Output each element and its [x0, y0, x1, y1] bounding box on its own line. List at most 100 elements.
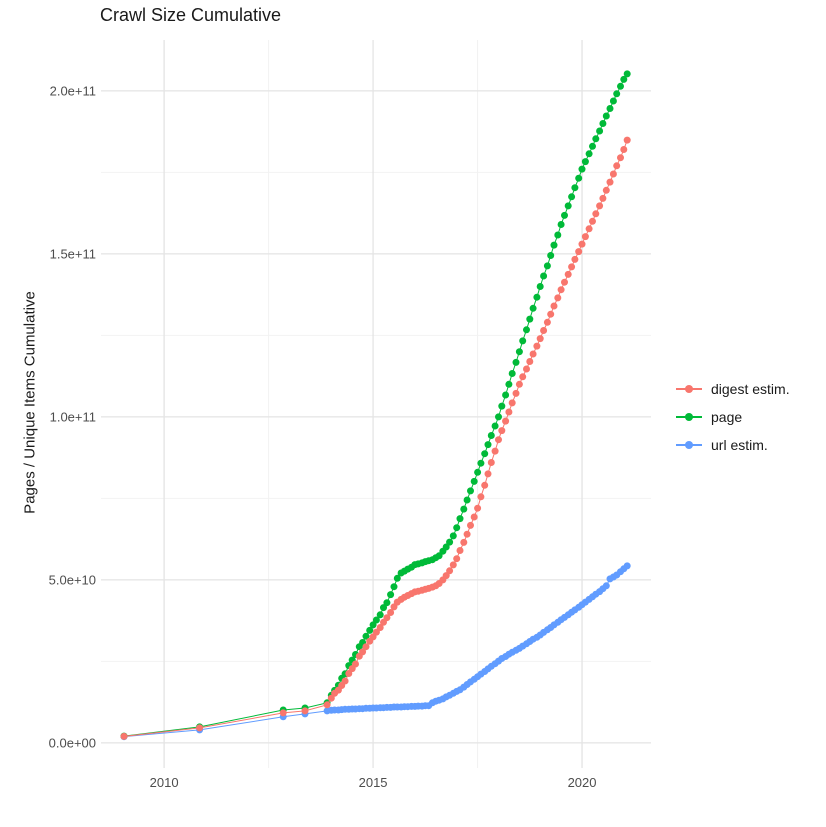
data-point-digest-estim: [585, 225, 593, 233]
data-point-digest-estim: [383, 614, 391, 622]
data-point-digest-estim: [526, 358, 534, 365]
data-point-digest-estim: [571, 255, 579, 263]
data-point-page: [495, 413, 502, 421]
legend-item-url-estim[interactable]: url estim.: [676, 436, 790, 453]
data-point-page: [387, 591, 395, 599]
data-point-page: [519, 337, 527, 345]
legend-label: digest estim.: [711, 380, 790, 397]
data-point-page: [366, 626, 374, 634]
data-point-digest-estim: [592, 210, 600, 218]
data-point-page: [512, 358, 520, 366]
data-point-page: [393, 574, 401, 582]
data-point-page: [540, 272, 548, 280]
y-axis-tick-label: 1.0e+11: [50, 409, 96, 424]
data-point-digest-estim: [345, 670, 353, 677]
data-point-digest-estim: [449, 561, 457, 569]
data-point-digest-estim: [359, 648, 367, 656]
data-point-digest-estim: [477, 493, 485, 501]
data-point-page: [463, 496, 471, 504]
legend-item-digest-estim[interactable]: digest estim.: [676, 380, 790, 397]
data-point-page: [481, 450, 489, 458]
data-point-digest-estim: [596, 202, 604, 210]
data-point-digest-estim: [578, 240, 586, 248]
data-point-page: [523, 326, 530, 334]
data-point-page: [372, 616, 380, 624]
data-point-digest-estim: [487, 459, 495, 466]
data-point-digest-estim: [589, 217, 596, 225]
data-point-page: [581, 158, 589, 166]
data-point-page: [484, 441, 492, 449]
data-point-page: [617, 82, 624, 90]
chart-title: Crawl Size Cumulative: [100, 5, 282, 25]
legend-key-page-icon: [676, 408, 702, 425]
data-point-digest-estim: [536, 335, 544, 343]
data-point-digest-estim: [498, 427, 506, 435]
data-point-digest-estim: [495, 436, 502, 444]
data-point-digest-estim: [613, 162, 621, 170]
data-point-digest-estim: [533, 342, 541, 350]
data-point-digest-estim: [502, 417, 510, 425]
data-point-page: [550, 241, 558, 249]
data-point-page: [599, 120, 607, 127]
data-point-digest-estim: [606, 178, 614, 186]
data-point-page: [533, 293, 541, 301]
y-axis-tick-label: 2.0e+11: [50, 83, 96, 98]
x-axis-tick-label: 2010: [150, 775, 179, 790]
data-point-digest-estim: [323, 701, 331, 709]
data-point-digest-estim: [512, 389, 520, 397]
y-axis-title: Pages / Unique Items Cumulative: [21, 291, 39, 514]
legend-item-page[interactable]: page: [676, 408, 790, 425]
data-point-digest-estim: [554, 294, 562, 302]
data-point-digest-estim: [564, 270, 572, 278]
data-point-url-estim: [602, 582, 610, 590]
y-axis-tick-label: 5.0e+10: [49, 572, 96, 587]
data-point-page: [568, 193, 576, 201]
data-point-digest-estim: [602, 186, 610, 194]
data-point-page: [362, 632, 370, 640]
data-point-page: [529, 304, 537, 312]
data-point-digest-estim: [341, 677, 349, 685]
data-point-digest-estim: [362, 643, 370, 651]
data-point-digest-estim: [301, 707, 309, 715]
data-point-page: [508, 370, 516, 377]
data-point-digest-estim: [557, 286, 565, 294]
data-point-digest-estim: [470, 513, 478, 521]
data-point-digest-estim: [467, 521, 474, 529]
data-point-page: [585, 150, 593, 158]
data-point-page: [557, 221, 565, 228]
data-point-page: [460, 505, 468, 513]
data-point-page: [487, 432, 495, 439]
data-point-page: [502, 391, 510, 399]
data-point-page: [515, 348, 523, 356]
data-point-digest-estim: [515, 380, 523, 388]
data-point-digest-estim: [456, 547, 464, 554]
data-point-page: [456, 515, 464, 523]
data-point-digest-estim: [352, 660, 359, 668]
data-point-page: [505, 380, 513, 388]
data-point-digest-estim: [474, 504, 482, 512]
data-point-digest-estim: [547, 310, 555, 318]
data-point-digest-estim: [581, 233, 589, 241]
data-point-page: [446, 538, 454, 546]
data-point-page: [609, 97, 617, 105]
data-point-page: [620, 75, 628, 83]
data-point-digest-estim: [463, 530, 471, 538]
data-point-page: [369, 621, 377, 629]
data-point-digest-estim: [550, 302, 558, 310]
legend-label: page: [711, 408, 743, 425]
data-point-digest-estim: [446, 567, 454, 575]
data-point-digest-estim: [453, 555, 461, 563]
data-point-page: [613, 90, 621, 98]
data-point-digest-estim: [196, 724, 204, 732]
data-point-digest-estim: [519, 373, 527, 381]
data-point-digest-estim: [575, 248, 583, 256]
data-point-digest-estim: [561, 278, 568, 286]
data-point-page: [561, 211, 568, 219]
legend-dot-icon: [685, 384, 693, 393]
legend-key-digest-icon: [676, 380, 702, 397]
data-point-page: [390, 583, 398, 591]
data-point-digest-estim: [327, 694, 335, 702]
data-point-page: [470, 477, 478, 485]
y-axis-tick-label: 1.5e+11: [50, 246, 96, 261]
